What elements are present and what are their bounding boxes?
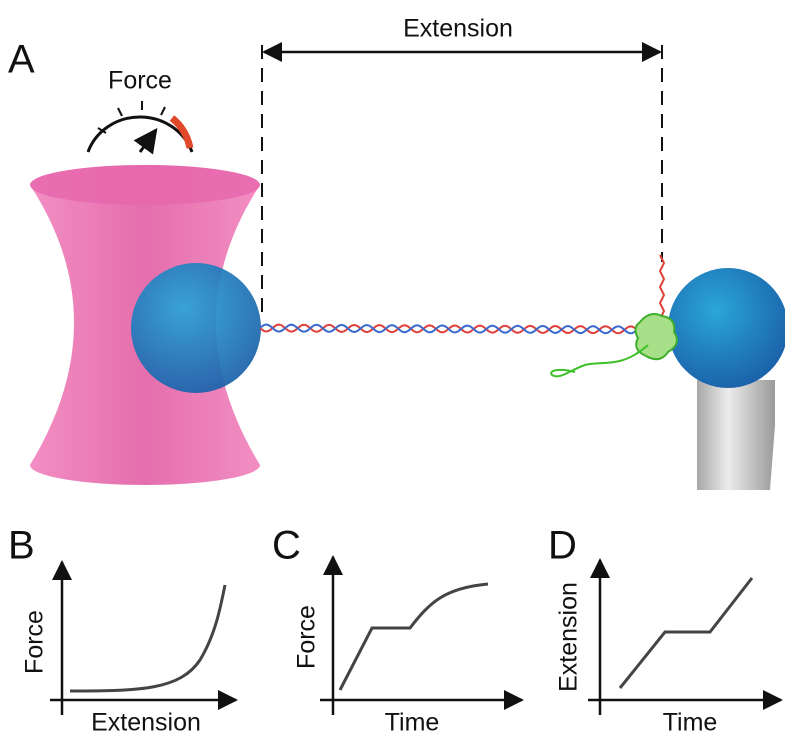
- micropipette: [697, 380, 775, 490]
- protein: [635, 314, 676, 359]
- y-axis-label: Force: [21, 610, 49, 674]
- figure: A Extension Force B Force Extension C Fo…: [0, 0, 785, 736]
- unfolded-chain: [551, 345, 648, 376]
- panel-label: A: [8, 38, 35, 82]
- page: {"panels": { "A": {"label": "A", "force_…: [0, 0, 785, 736]
- panel-label: D: [548, 524, 577, 568]
- force-gauge: [88, 101, 192, 152]
- y-axis-label: Force: [293, 605, 321, 669]
- trapped-bead: [131, 263, 261, 393]
- x-axis-label: Time: [663, 709, 718, 736]
- x-axis-label: Extension: [91, 709, 201, 736]
- force-time-curve: [340, 584, 488, 690]
- force-label: Force: [108, 67, 172, 95]
- panel-label: B: [8, 524, 35, 568]
- fixed-bead: [668, 268, 785, 388]
- extension-time-curve: [620, 578, 752, 688]
- panel-label: C: [272, 524, 301, 568]
- x-axis-label: Time: [385, 709, 440, 736]
- laser-top: [30, 165, 260, 205]
- extension-label: Extension: [403, 15, 513, 43]
- force-extension-curve: [70, 585, 225, 691]
- y-axis-label: Extension: [555, 582, 583, 692]
